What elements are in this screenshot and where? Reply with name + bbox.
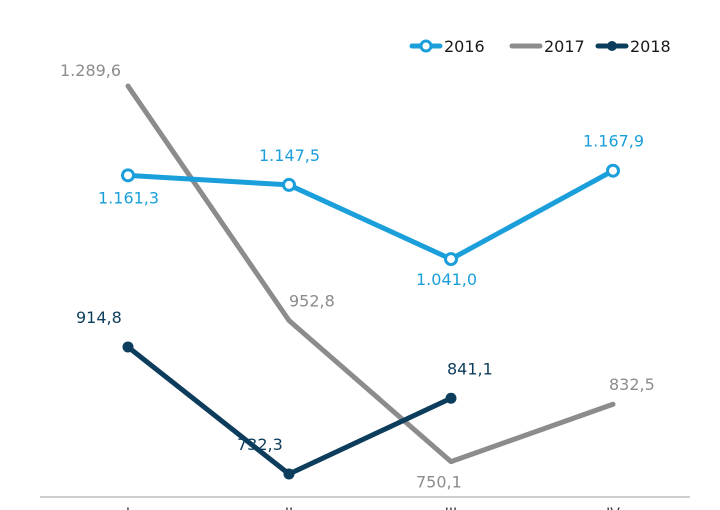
data-label-2016-III: 1.041,0 — [416, 270, 477, 289]
data-label-2017-II: 952,8 — [289, 291, 335, 310]
legend-label-2018: 2018 — [630, 37, 671, 56]
x-tick-layer: IIIIIIIV — [126, 506, 620, 510]
data-label-2016-II: 1.147,5 — [259, 146, 320, 165]
legend-item-2016: 2016 — [409, 37, 485, 56]
data-point-2016-III — [444, 252, 458, 267]
data-label-2018-II: 732,3 — [237, 435, 283, 454]
legend-marker-2016 — [419, 39, 433, 53]
series-layer — [121, 83, 620, 480]
data-point-2016-I — [121, 168, 135, 183]
data-point-2016-II — [282, 177, 296, 192]
data-point-2018-III — [445, 392, 457, 404]
legend-marker-2018 — [607, 41, 617, 51]
data-label-2016-I: 1.161,3 — [98, 188, 159, 207]
data-point-2018-I — [122, 341, 134, 353]
data-label-2016-IV: 1.167,9 — [583, 132, 644, 151]
data-point-2016-IV — [606, 163, 620, 178]
data-label-2017-I: 1.289,6 — [60, 61, 121, 80]
legend-item-2018: 2018 — [595, 37, 671, 56]
data-label-2017-IV: 832,5 — [609, 375, 655, 394]
series-2017 — [125, 83, 616, 465]
series-line-2017 — [125, 83, 616, 465]
x-tick-label-I: I — [126, 506, 130, 510]
series-line-2016 — [125, 168, 616, 262]
x-tick-label-III: III — [445, 506, 457, 510]
data-point-2018-II — [283, 468, 295, 480]
series-line-2018 — [125, 344, 454, 477]
series-2018 — [122, 341, 457, 480]
data-label-2018-III: 841,1 — [447, 359, 493, 378]
data-label-layer: 1.289,6 952,8 750,1 832,5 1.161,3 1.147,5 1.04… — [60, 61, 655, 492]
x-tick-label-IV: IV — [606, 506, 620, 510]
legend-item-2017: 2017 — [509, 37, 585, 56]
legend: 2016 2017 2018 — [409, 37, 671, 56]
data-label-2018-I: 914,8 — [76, 308, 122, 327]
series-2016 — [121, 163, 620, 267]
x-tick-label-II: II — [285, 506, 293, 510]
legend-label-2017: 2017 — [544, 37, 585, 56]
legend-label-2016: 2016 — [444, 37, 485, 56]
data-label-2017-III: 750,1 — [416, 473, 462, 492]
